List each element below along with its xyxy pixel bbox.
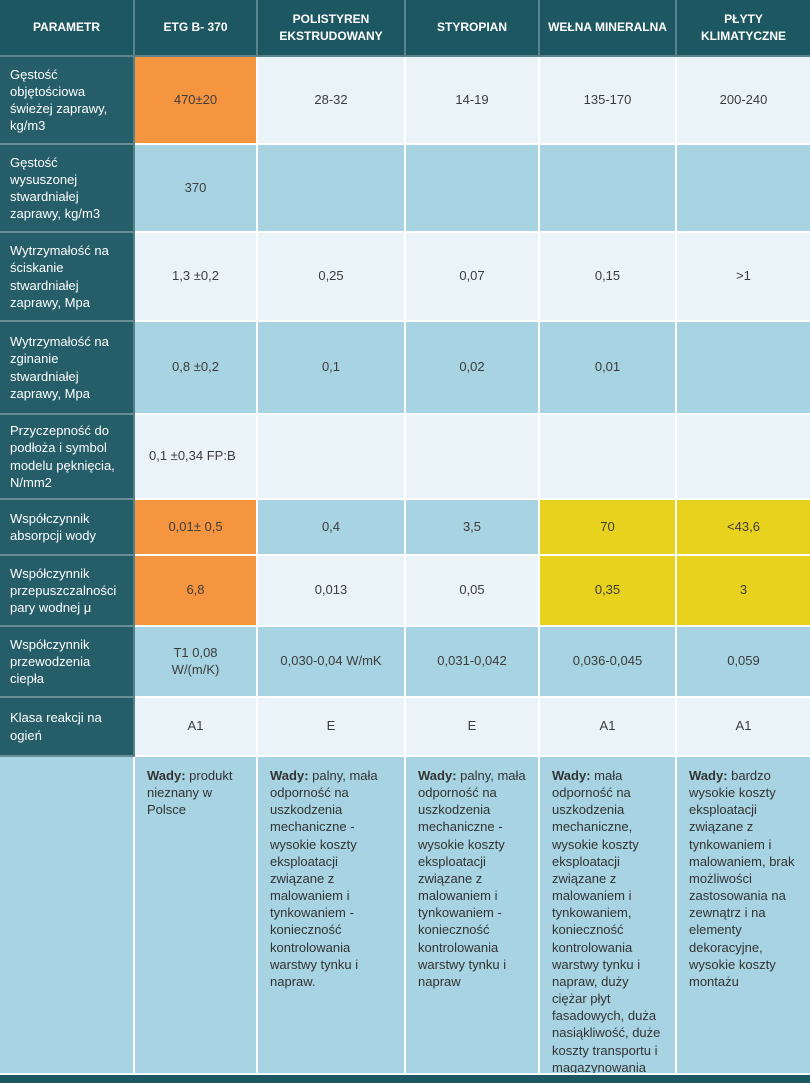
value-cell: 0,1 [258, 322, 406, 415]
value-cell: 370 [135, 145, 258, 233]
value-cell: A1 [135, 698, 258, 757]
value-cell: A1 [677, 698, 810, 757]
value-cell: 1,3 ±0,2 [135, 233, 258, 322]
value-cell: 0,01 [540, 322, 677, 415]
param-cell: Przyczepność do podłoża i symbol modelu … [0, 415, 135, 500]
param-cell: Współczynnik przepuszczalności pary wodn… [0, 556, 135, 627]
value-cell: 14-19 [406, 57, 540, 145]
wady-text: palny, mała odporność na uszkodzenia mec… [418, 768, 526, 989]
value-cell [540, 145, 677, 233]
value-cell [677, 322, 810, 415]
value-cell: 0,8 ±0,2 [135, 322, 258, 415]
wady-cell: Wady: produkt nieznany w Polsce [135, 757, 258, 1075]
wady-label: Wady: [418, 768, 457, 783]
wady-label: Wady: [270, 768, 309, 783]
wady-text: palny, mała odporność na uszkodzenia mec… [270, 768, 378, 989]
wady-cell: Wady: palny, mała odporność na uszkodzen… [258, 757, 406, 1075]
column-header-parametr: PARAMETR [0, 0, 135, 57]
value-cell: 28-32 [258, 57, 406, 145]
wady-empty-param-cell [0, 757, 135, 1075]
value-cell [677, 415, 810, 500]
value-cell: 70 [540, 500, 677, 556]
column-header: WEŁNA MINERALNA [540, 0, 677, 57]
param-cell: Współczynnik przewodzenia ciepła [0, 627, 135, 698]
value-cell: 0,013 [258, 556, 406, 627]
value-cell [406, 145, 540, 233]
value-cell: 0,25 [258, 233, 406, 322]
value-cell: 0,036-0,045 [540, 627, 677, 698]
value-cell: 0,05 [406, 556, 540, 627]
value-cell [540, 415, 677, 500]
value-cell [258, 415, 406, 500]
wady-label: Wady: [147, 768, 186, 783]
wady-text: produkt nieznany w Polsce [147, 768, 233, 818]
value-cell: <43,6 [677, 500, 810, 556]
column-header: STYROPIAN [406, 0, 540, 57]
value-cell: 135-170 [540, 57, 677, 145]
value-cell [677, 145, 810, 233]
value-cell: 6,8 [135, 556, 258, 627]
value-cell: T1 0,08 W/(m/K) [135, 627, 258, 698]
value-cell: E [406, 698, 540, 757]
value-cell: 200-240 [677, 57, 810, 145]
value-cell: 470±20 [135, 57, 258, 145]
value-cell: 0,15 [540, 233, 677, 322]
column-header: ETG B- 370 [135, 0, 258, 57]
value-cell: 0,030-0,04 W/mK [258, 627, 406, 698]
value-cell: 0,07 [406, 233, 540, 322]
value-cell [258, 145, 406, 233]
column-header: PŁYTY KLIMATYCZNE [677, 0, 810, 57]
value-cell: 3 [677, 556, 810, 627]
wady-cell: Wady: mała odporność na uszkodzenia mech… [540, 757, 677, 1075]
param-cell: Wytrzymałość na ściskanie stwardniałej z… [0, 233, 135, 322]
param-cell: Klasa reakcji na ogień [0, 698, 135, 757]
value-cell: 0,01± 0,5 [135, 500, 258, 556]
value-cell: 0,4 [258, 500, 406, 556]
value-cell: A1 [540, 698, 677, 757]
wady-cell: Wady: bardzo wysokie koszty eksploatacji… [677, 757, 810, 1075]
wady-text: mała odporność na uszkodzenia mechaniczn… [552, 768, 661, 1075]
value-cell: >1 [677, 233, 810, 322]
value-cell [406, 415, 540, 500]
wady-cell: Wady: palny, mała odporność na uszkodzen… [406, 757, 540, 1075]
value-cell: 0,031-0,042 [406, 627, 540, 698]
column-header: POLISTYREN EKSTRUDOWANY [258, 0, 406, 57]
footer-bar [0, 1075, 810, 1083]
value-cell: 0,1 ±0,34 FP:B [135, 415, 258, 500]
value-cell: 3,5 [406, 500, 540, 556]
wady-label: Wady: [552, 768, 591, 783]
value-cell: 0,059 [677, 627, 810, 698]
wady-text: bardzo wysokie koszty eksploatacji związ… [689, 768, 795, 989]
value-cell: 0,35 [540, 556, 677, 627]
value-cell: E [258, 698, 406, 757]
value-cell: 0,02 [406, 322, 540, 415]
param-cell: Gęstość wysuszonej stwardniałej zaprawy,… [0, 145, 135, 233]
param-cell: Gęstość objętościowa świeżej zaprawy, kg… [0, 57, 135, 145]
param-cell: Współczynnik absorpcji wody [0, 500, 135, 556]
param-cell: Wytrzymałość na zginanie stwardniałej za… [0, 322, 135, 415]
wady-label: Wady: [689, 768, 728, 783]
